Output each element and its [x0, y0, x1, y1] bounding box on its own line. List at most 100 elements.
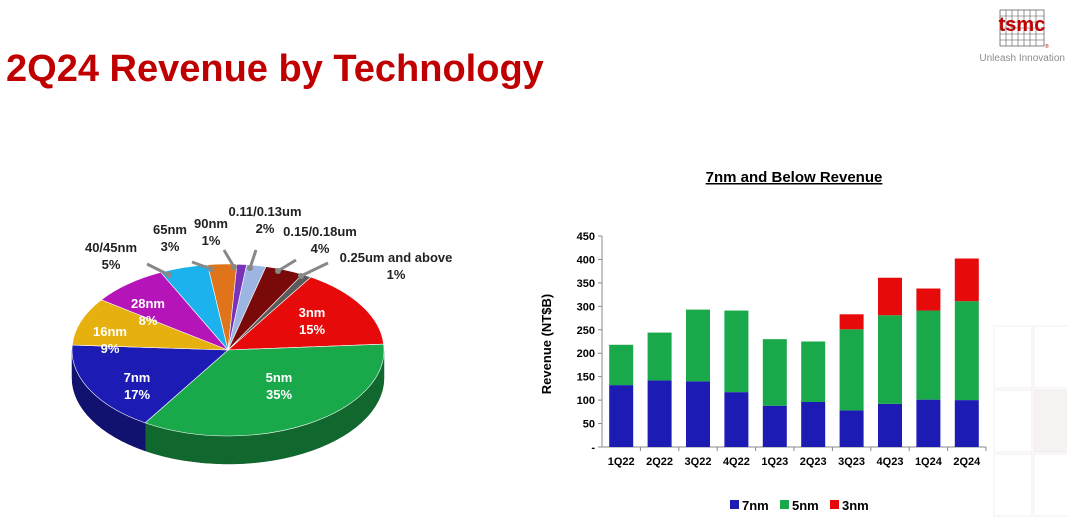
y-tick-label: 400: [577, 254, 595, 266]
bar-5nm-2Q22: [647, 332, 672, 381]
bar-7nm-1Q22: [609, 385, 634, 447]
legend-swatch-5nm: [780, 500, 789, 509]
pie-value-90nm: 1%: [202, 233, 221, 248]
pie-label-0.25um and above: 0.25um and above: [340, 250, 453, 265]
pie-value-65nm: 3%: [161, 239, 180, 254]
pie-value-0.25um and above: 1%: [387, 267, 406, 282]
revenue-bar-chart: 7nm and Below Revenue Revenue (NT$B) - 50…: [539, 169, 987, 513]
bar-7nm-3Q23: [839, 410, 864, 447]
pie-value-16nm: 9%: [101, 341, 120, 356]
x-tick-label: 4Q22: [723, 456, 750, 468]
y-axis-label: Revenue (NT$B): [539, 294, 554, 394]
bar-5nm-2Q24: [954, 301, 979, 401]
bar-3nm-3Q23: [839, 314, 864, 330]
y-tick-label: 200: [577, 348, 595, 360]
pie-slice-7nm: [71, 344, 229, 424]
pie-value-0.15/0.18um: 4%: [311, 241, 330, 256]
x-tick-label: 3Q22: [685, 456, 712, 468]
y-tick-label: 450: [577, 231, 595, 243]
pie-slice-16nm: [71, 299, 229, 351]
pie-leader-90nm: [222, 249, 236, 268]
pie-label-40/45nm: 40/45nm: [85, 240, 137, 255]
y-tick-label: 150: [577, 372, 595, 384]
background-decoration: [993, 325, 1067, 517]
pie-leader-dot-90nm: [231, 264, 237, 270]
pie-leader-dot-0.25um and above: [298, 273, 304, 279]
x-tick-label: 1Q24: [915, 456, 943, 468]
pie-label-7nm: 7nm: [124, 370, 151, 385]
bar-5nm-2Q23: [801, 341, 826, 402]
pie-label-28nm: 28nm: [131, 296, 165, 311]
pie-slice-5nm: [144, 343, 385, 437]
y-tick-label: 250: [577, 325, 595, 337]
pie-value-3nm: 15%: [299, 322, 325, 337]
legend-label-7nm: 7nm: [742, 498, 769, 513]
pie-label-65nm: 65nm: [153, 222, 187, 237]
x-tick-label: 1Q23: [761, 456, 788, 468]
bar-3nm-2Q24: [954, 258, 979, 302]
bar-7nm-1Q24: [916, 399, 941, 447]
pie-leader-0.11/0.13um: [248, 249, 258, 269]
bar-3nm-4Q23: [878, 277, 902, 316]
legend-swatch-7nm: [730, 500, 739, 509]
y-tick-label: 350: [577, 278, 595, 290]
x-tick-label: 2Q23: [800, 456, 827, 468]
pie-leader-65nm: [191, 260, 212, 271]
technology-pie-chart: 3nm 15% 5nm 35% 7nm 17% 16nm 9% 28nm 8% 40/45nm 5% 6…: [71, 204, 453, 465]
pie-value-0.11/0.13um: 2%: [256, 221, 275, 236]
tagline: Unleash Innovation: [979, 53, 1065, 64]
pie-value-40/45nm: 5%: [102, 257, 121, 272]
pie-label-0.15/0.18um: 0.15/0.18um: [283, 224, 357, 239]
logo-grid-icon: [999, 9, 1045, 47]
bar-7nm-2Q22: [647, 380, 672, 447]
pie-leader-0.15/0.18um: [277, 258, 297, 273]
pie-slice-3nm: [227, 276, 384, 351]
bar-3nm-1Q24: [916, 288, 941, 311]
x-tick-label: 2Q24: [953, 456, 981, 468]
pie-label-0.11/0.13um: 0.11/0.13um: [229, 204, 302, 219]
y-tick-label: -: [591, 442, 595, 454]
pie-label-3nm: 3nm: [299, 305, 326, 320]
bar-5nm-1Q23: [762, 339, 787, 406]
svg-text:®: ®: [1045, 43, 1049, 50]
pie-value-5nm: 35%: [266, 387, 292, 402]
x-tick-label: 2Q22: [646, 456, 673, 468]
bar-5nm-3Q23: [839, 329, 864, 411]
pie-leader-0.25um and above: [300, 261, 329, 278]
x-tick-label: 4Q23: [877, 456, 904, 468]
bar-7nm-2Q24: [954, 400, 979, 447]
bar-5nm-1Q24: [916, 310, 941, 400]
legend: 7nm 5nm 3nm: [730, 498, 869, 513]
y-tick-label: 50: [583, 419, 595, 431]
x-tick-label: 1Q22: [608, 456, 635, 468]
y-tick-label: 100: [577, 395, 595, 407]
bar-7nm-3Q22: [686, 381, 710, 447]
logo-text: tsmc: [999, 14, 1046, 36]
bar-5nm-4Q22: [724, 310, 749, 393]
pie-value-28nm: 8%: [139, 313, 158, 328]
pie-leader-dot-0.11/0.13um: [247, 265, 253, 271]
x-tick-label: 3Q23: [838, 456, 865, 468]
tsmc-logo: tsmc ®: [999, 9, 1049, 50]
pie-leader-dot-40/45nm: [166, 272, 172, 278]
legend-label-3nm: 3nm: [842, 498, 869, 513]
page-title: 2Q24 Revenue by Technology: [6, 48, 544, 90]
legend-swatch-3nm: [830, 500, 839, 509]
bar-5nm-4Q23: [878, 315, 902, 404]
pie-leader-dot-0.15/0.18um: [275, 268, 281, 274]
bar-7nm-1Q23: [762, 405, 787, 447]
pie-label-16nm: 16nm: [93, 324, 127, 339]
pie-label-5nm: 5nm: [266, 370, 293, 385]
y-tick-label: 300: [577, 301, 595, 313]
bar-7nm-2Q23: [801, 401, 826, 447]
pie-leader-dot-65nm: [208, 266, 214, 272]
bar-7nm-4Q23: [878, 403, 902, 447]
legend-label-5nm: 5nm: [792, 498, 819, 513]
pie-leader-40/45nm: [146, 262, 170, 277]
bar-5nm-1Q22: [609, 344, 634, 386]
bar-7nm-4Q22: [724, 392, 749, 447]
pie-value-7nm: 17%: [124, 387, 150, 402]
bar-chart-title: 7nm and Below Revenue: [706, 169, 883, 186]
pie-label-90nm: 90nm: [194, 216, 228, 231]
bar-5nm-3Q22: [686, 309, 710, 382]
